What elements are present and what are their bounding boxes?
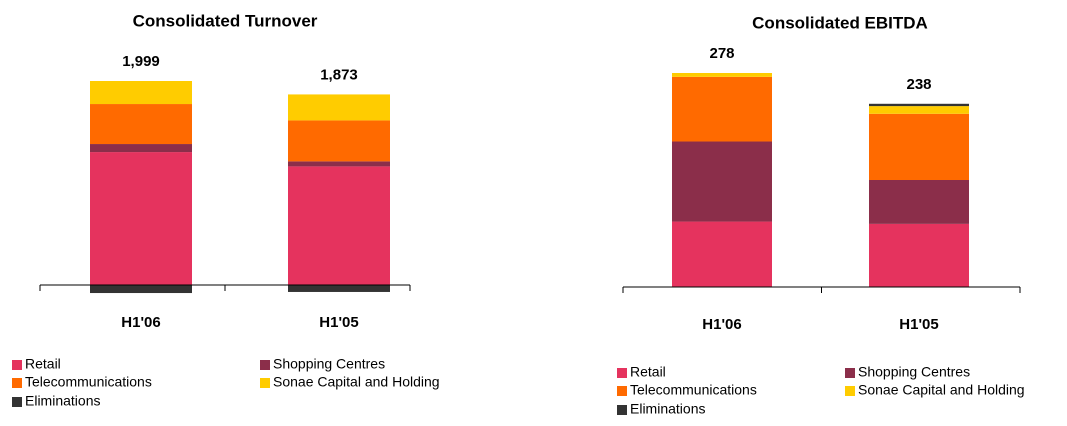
total-label: 1,999: [122, 53, 160, 70]
bar-segment: [672, 221, 772, 287]
bar-segment: [672, 76, 772, 142]
x-tick-label: H1'05: [319, 314, 358, 331]
legend-swatch: [845, 368, 855, 378]
bar-segment: [288, 285, 390, 292]
legend-swatch: [260, 378, 270, 388]
legend-swatch: [617, 405, 627, 415]
legend-label: Retail: [25, 356, 61, 372]
legend-swatch: [12, 378, 22, 388]
bar-segment: [90, 285, 192, 294]
legend-swatch: [617, 368, 627, 378]
chart-title: Consolidated EBITDA: [752, 13, 928, 32]
bar-segment: [90, 144, 192, 153]
x-tick-label: H1'06: [121, 314, 160, 331]
bar-segment: [288, 166, 390, 285]
legend-swatch: [617, 386, 627, 396]
bar-segment: [869, 103, 969, 107]
legend-label: Shopping Centres: [273, 356, 385, 372]
legend-label: Shopping Centres: [858, 364, 970, 380]
x-tick-label: H1'06: [702, 316, 741, 333]
legend-swatch: [12, 360, 22, 370]
legend-label: Telecommunications: [630, 382, 757, 398]
legend-swatch: [260, 360, 270, 370]
bar-segment: [672, 141, 772, 222]
legend-swatch: [12, 397, 22, 407]
total-label: 1,873: [320, 66, 358, 83]
total-label: 278: [709, 45, 734, 62]
bar-segment: [288, 120, 390, 162]
chart-title: Consolidated Turnover: [133, 11, 318, 30]
bar-segment: [288, 94, 390, 121]
legend-label: Eliminations: [630, 401, 705, 417]
bar-segment: [90, 104, 192, 145]
bar-segment: [869, 106, 969, 114]
legend-label: Eliminations: [25, 393, 100, 409]
bar-segment: [672, 73, 772, 77]
bar-segment: [869, 113, 969, 180]
legend-label: Retail: [630, 364, 666, 380]
bar-segment: [90, 152, 192, 285]
legend-label: Telecommunications: [25, 374, 152, 390]
legend-swatch: [845, 386, 855, 396]
total-label: 238: [906, 76, 931, 93]
legend-label: Sonae Capital and Holding: [273, 374, 440, 390]
x-tick-label: H1'05: [899, 316, 938, 333]
bar-segment: [869, 180, 969, 224]
bar-segment: [288, 161, 390, 167]
legend-label: Sonae Capital and Holding: [858, 382, 1025, 398]
bar-segment: [90, 81, 192, 105]
bar-segment: [869, 223, 969, 287]
